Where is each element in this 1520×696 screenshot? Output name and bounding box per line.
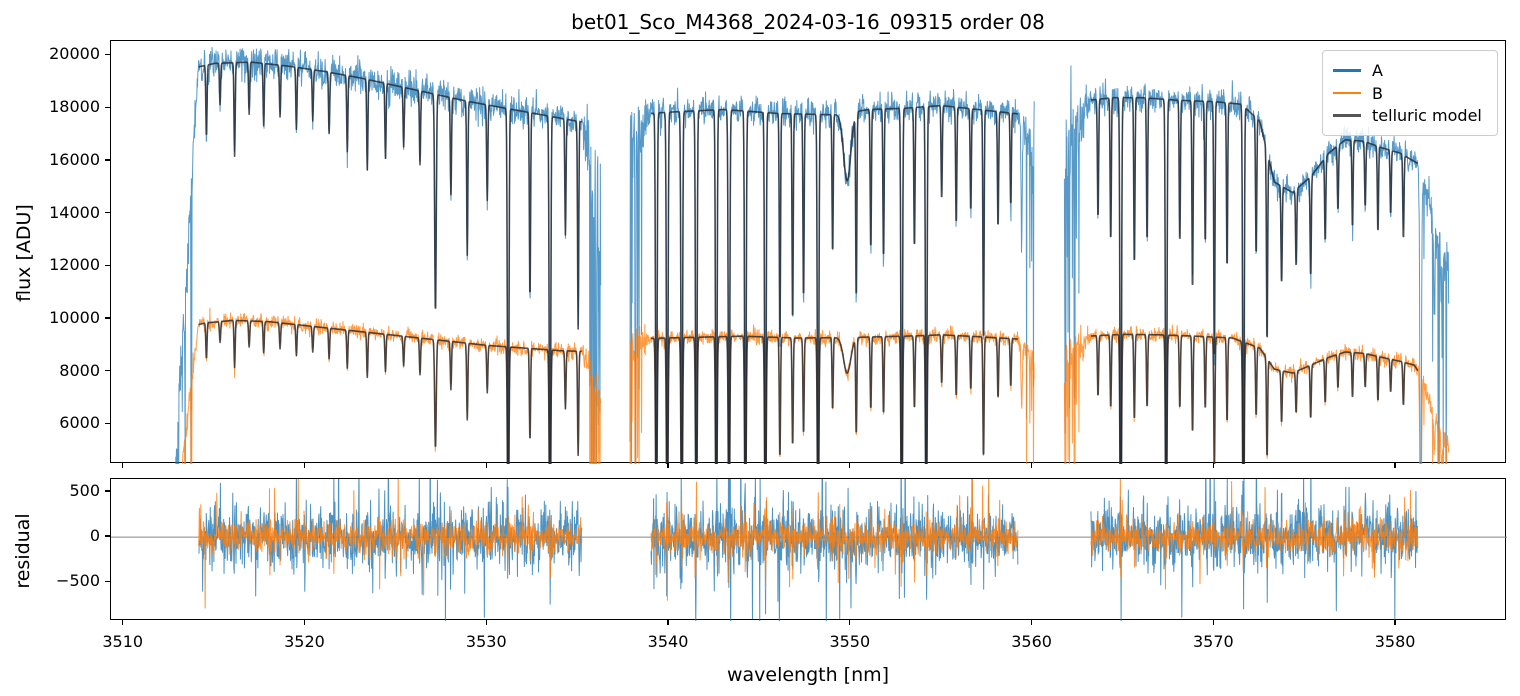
y-tick-label: −500: [56, 571, 100, 591]
legend: A B telluric model: [1322, 50, 1498, 136]
wavelength-axis-label: wavelength [nm]: [726, 664, 890, 686]
legend-item-a: A: [1333, 59, 1487, 82]
y-tick-label: 10000: [49, 308, 100, 328]
y-tick-label: 12000: [49, 255, 100, 275]
series-b-swatch: [1333, 91, 1361, 95]
flux-plot-canvas: [111, 41, 1507, 464]
y-tick-label: 20000: [49, 44, 100, 64]
flux-panel: [110, 40, 1507, 464]
y-tick-label: 16000: [49, 149, 100, 169]
y-tick-label: 0: [89, 526, 100, 546]
residual-plot-canvas: [111, 479, 1507, 621]
x-tick-label: 3570: [1192, 632, 1234, 651]
x-tick-label: 3520: [284, 632, 325, 651]
y-tick-label: 6000: [59, 413, 100, 433]
x-tick-label: 3540: [647, 632, 689, 651]
residual-panel: [110, 478, 1507, 621]
flux-axis-label: flux [ADU]: [13, 204, 35, 302]
residual-axis-label: residual: [12, 513, 34, 589]
x-tick-label: 3530: [465, 632, 507, 651]
series-a-swatch: [1333, 69, 1361, 72]
legend-item-telluric: telluric model: [1333, 104, 1487, 127]
x-tick-label: 3550: [829, 632, 871, 651]
chart-title: bet01_Sco_M4368_2024-03-16_09315 order 0…: [571, 10, 1045, 34]
y-tick-label: 14000: [49, 202, 100, 222]
telluric-model-label: telluric model: [1372, 106, 1482, 126]
series-a-label: A: [1372, 60, 1383, 80]
x-tick-label: 3580: [1374, 632, 1416, 651]
legend-item-b: B: [1333, 82, 1487, 105]
x-tick-label: 3560: [1011, 632, 1052, 651]
y-tick-label: 18000: [49, 97, 100, 117]
telluric-model-swatch: [1333, 114, 1361, 117]
x-tick-label: 3510: [102, 632, 144, 651]
y-tick-label: 500: [69, 481, 100, 501]
series-b-label: B: [1372, 83, 1383, 103]
y-tick-label: 8000: [59, 360, 100, 380]
